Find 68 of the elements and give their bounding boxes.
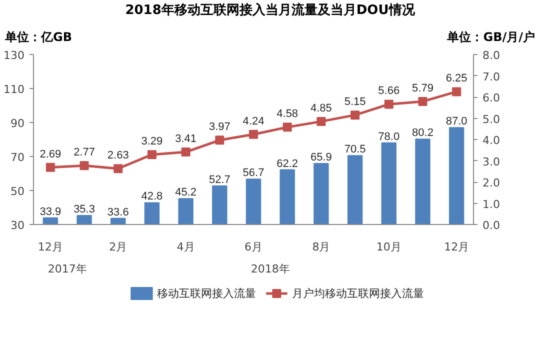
y2-tick-label: 0.0 xyxy=(482,219,500,232)
y2-tick-label: 2.0 xyxy=(482,176,500,190)
data-label: 3.29 xyxy=(141,136,163,148)
data-label: 2.77 xyxy=(74,146,95,159)
point xyxy=(418,96,428,106)
y-tick-label: 130 xyxy=(4,49,25,62)
data-label: 2.69 xyxy=(40,148,62,160)
x-tick-label: 6月 xyxy=(244,240,262,254)
x-tick-label: 10月 xyxy=(376,240,402,254)
y2-tick-label: 4.0 xyxy=(482,134,500,147)
data-label: 42.8 xyxy=(141,190,163,203)
y2-tick-label: 3.0 xyxy=(482,155,500,168)
chart-title: 2018年移动互联网接入当月流量及当月DOU情况 xyxy=(124,2,416,20)
data-label: 62.2 xyxy=(276,158,298,170)
point xyxy=(316,116,326,126)
data-label: 52.7 xyxy=(208,174,230,186)
y2-tick-label: 7.0 xyxy=(482,70,500,84)
data-label: 3.41 xyxy=(175,133,197,146)
y-tick-label: 70 xyxy=(10,151,25,164)
data-label: 70.5 xyxy=(344,144,366,156)
point xyxy=(114,164,123,174)
data-label: 5.79 xyxy=(412,82,434,94)
y2-tick-label: 6.0 xyxy=(482,92,500,104)
data-label: 33.9 xyxy=(40,206,62,218)
y-tick-label: 110 xyxy=(4,83,25,96)
y2-tick-label: 8.0 xyxy=(482,49,500,62)
point xyxy=(80,161,89,170)
data-label: 78.0 xyxy=(378,130,400,143)
data-label: 2.63 xyxy=(107,150,129,162)
x-tick-label: 2月 xyxy=(109,240,128,254)
legend-label: 月户均移动互联网接入流量 xyxy=(292,287,424,300)
point xyxy=(282,122,292,132)
data-label: 33.6 xyxy=(107,206,129,218)
point xyxy=(249,130,258,139)
data-label: 65.9 xyxy=(310,151,332,164)
y-axis-title: 单位：亿GB xyxy=(5,28,72,46)
y-tick-label: 50 xyxy=(10,185,25,198)
data-label: 80.2 xyxy=(412,127,434,140)
point xyxy=(384,100,394,109)
data-label: 4.58 xyxy=(276,108,298,120)
x-tick-label: 12月 xyxy=(38,240,63,254)
data-label: 4.24 xyxy=(242,115,264,128)
x-tick-label: 12月 xyxy=(444,240,470,254)
data-label: 5.66 xyxy=(378,85,400,98)
data-label: 5.15 xyxy=(344,96,366,108)
y-tick-label: 30 xyxy=(10,219,25,232)
data-label: 56.7 xyxy=(242,167,264,180)
x-tick-label: 8月 xyxy=(312,240,330,254)
data-label: 4.85 xyxy=(310,102,332,114)
y-tick-label: 90 xyxy=(10,117,25,130)
data-label: 35.3 xyxy=(74,203,95,216)
y2-tick-label: 5.0 xyxy=(482,112,500,126)
legend-label: 移动互联网接入流量 xyxy=(156,287,256,300)
point xyxy=(350,110,360,120)
data-label: 6.25 xyxy=(446,72,468,85)
y2-axis-title: 单位：GB/月/户 xyxy=(447,28,535,46)
point xyxy=(147,150,156,160)
point xyxy=(452,87,462,96)
point xyxy=(46,162,55,172)
text: 2018年 xyxy=(250,262,290,276)
data-label: 3.97 xyxy=(208,121,230,134)
point xyxy=(181,148,190,157)
text: 2017年 xyxy=(48,262,87,276)
x-tick-label: 4月 xyxy=(176,240,195,254)
data-label: 87.0 xyxy=(446,116,468,128)
y2-tick-label: 1.0 xyxy=(482,198,500,211)
point xyxy=(215,136,224,145)
data-label: 45.2 xyxy=(175,186,197,199)
